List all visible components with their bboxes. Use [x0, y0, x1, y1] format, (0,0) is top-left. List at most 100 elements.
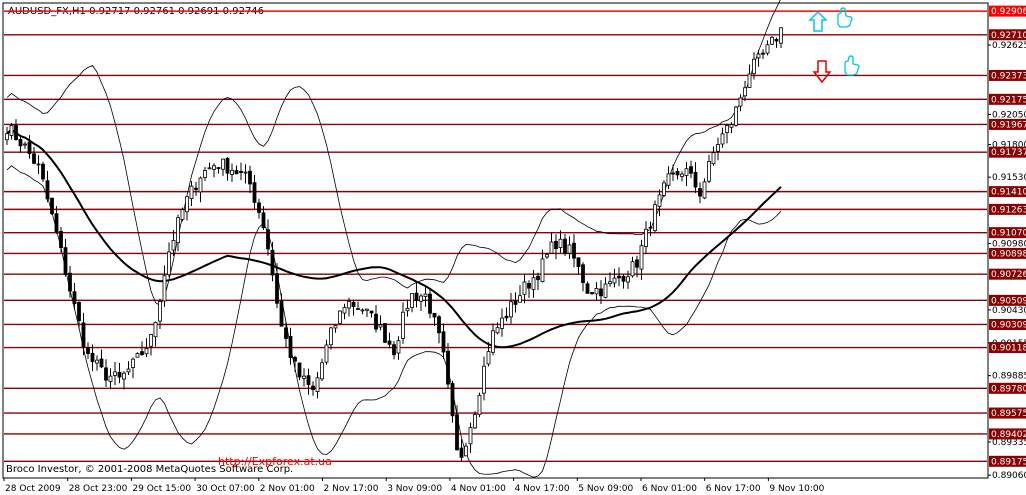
- candle-body: [725, 125, 729, 134]
- candle-body: [419, 295, 423, 302]
- candle-body: [221, 158, 225, 170]
- candle-body: [711, 152, 716, 165]
- level-label-6: 0.91410: [991, 188, 1026, 198]
- candle-body: [540, 258, 545, 283]
- candle-body: [410, 293, 414, 308]
- x-tick-label-1: 28 Oct 23:00: [69, 484, 128, 494]
- candle-body: [207, 167, 212, 170]
- candle-body: [495, 327, 500, 334]
- candle-body: [162, 275, 167, 302]
- candle-body: [572, 242, 576, 259]
- level-label-box-3: [989, 93, 1026, 105]
- candle-body: [581, 264, 585, 284]
- candle-body: [225, 157, 230, 174]
- candle-body: [68, 272, 72, 292]
- hand-down-icon: [844, 55, 860, 76]
- source-url[interactable]: http://Expforex.at.ua: [218, 455, 332, 468]
- level-label-box-5: [989, 146, 1026, 158]
- level-label-11: 0.90509: [991, 296, 1026, 306]
- candle-body: [720, 133, 725, 145]
- candle-body: [302, 375, 306, 379]
- candle-body: [689, 166, 693, 174]
- candle-body: [261, 212, 266, 229]
- candle-body: [405, 307, 410, 312]
- candle-body: [612, 277, 617, 284]
- candle-body: [90, 352, 95, 363]
- candle-body: [194, 187, 198, 190]
- candle-body: [662, 182, 666, 196]
- candle-body: [653, 204, 657, 231]
- candle-body: [63, 247, 68, 275]
- candle-body: [414, 292, 419, 301]
- candle-body: [171, 240, 176, 251]
- candle-body: [347, 301, 351, 309]
- x-tick-label-4: 2 Nov 01:00: [260, 484, 315, 494]
- candle-body: [374, 313, 378, 330]
- level-label-box-1: [989, 29, 1026, 41]
- candle-body: [522, 281, 527, 295]
- candle-body: [338, 310, 342, 324]
- candle-body: [473, 414, 477, 429]
- candle-body: [698, 188, 702, 197]
- candle-body: [617, 275, 621, 279]
- level-label-box-10: [989, 268, 1026, 280]
- candle-body: [639, 245, 644, 270]
- level-label-8: 0.91070: [991, 229, 1026, 239]
- level-label-box-4: [989, 118, 1026, 130]
- candle-body: [482, 365, 486, 394]
- candle-body: [212, 165, 216, 170]
- candle-body: [275, 273, 279, 304]
- candle-body: [657, 194, 662, 207]
- candle-body: [149, 334, 153, 347]
- candle-body: [248, 170, 252, 185]
- candle-body: [270, 249, 275, 276]
- candle-body: [693, 171, 698, 188]
- level-label-3: 0.92175: [991, 95, 1026, 105]
- candle-body: [432, 312, 437, 318]
- x-tick-label-11: 6 Nov 17:00: [706, 484, 761, 494]
- candle-body: [491, 330, 495, 353]
- candle-body: [527, 282, 531, 289]
- y-tick-label-0: 0.92625: [992, 41, 1026, 51]
- candle-body: [518, 295, 522, 303]
- candle-body: [765, 44, 770, 54]
- candle-body: [441, 331, 446, 353]
- candle-body: [50, 197, 54, 215]
- hand-up-icon: [837, 7, 853, 28]
- level-label-box-2: [989, 69, 1026, 81]
- candle-body: [675, 170, 680, 176]
- level-label-9: 0.90898: [991, 249, 1026, 259]
- candle-body: [585, 283, 590, 294]
- moving-average-line: [6, 128, 782, 349]
- candle-body: [126, 368, 131, 373]
- candle-body: [315, 377, 320, 393]
- candle-body: [513, 300, 518, 305]
- candle-body: [549, 241, 554, 254]
- candle-body: [594, 288, 599, 295]
- candle-body: [140, 351, 144, 356]
- x-tick-label-0: 28 Oct 2009: [5, 484, 61, 494]
- candle-body: [761, 52, 765, 55]
- candle-body: [459, 447, 464, 458]
- level-label-box-8: [989, 227, 1026, 239]
- candle-body: [509, 301, 513, 318]
- y-tick-label-3: 0.91530: [992, 173, 1026, 183]
- candle-body: [770, 36, 774, 45]
- level-label-5: 0.91737: [991, 148, 1026, 158]
- candle-body: [333, 325, 338, 329]
- x-tick-label-7: 4 Nov 01:00: [451, 484, 506, 494]
- copyright-text: Broco Investor, © 2001-2008 MetaQuotes S…: [6, 464, 293, 475]
- candle-body: [95, 359, 99, 364]
- arrow-up-icon: [808, 10, 828, 32]
- candle-body: [774, 38, 779, 42]
- candle-body: [504, 315, 509, 319]
- candle-body: [738, 97, 743, 107]
- candle-body: [486, 351, 491, 365]
- level-labels: 0.92906 0.92710 0.92373 0.92175 0.91967 0.917…: [989, 5, 1026, 467]
- candle-body: [392, 344, 396, 356]
- candle-body: [18, 138, 23, 147]
- candle-body: [257, 202, 261, 213]
- arrow-down-icon: [812, 60, 832, 84]
